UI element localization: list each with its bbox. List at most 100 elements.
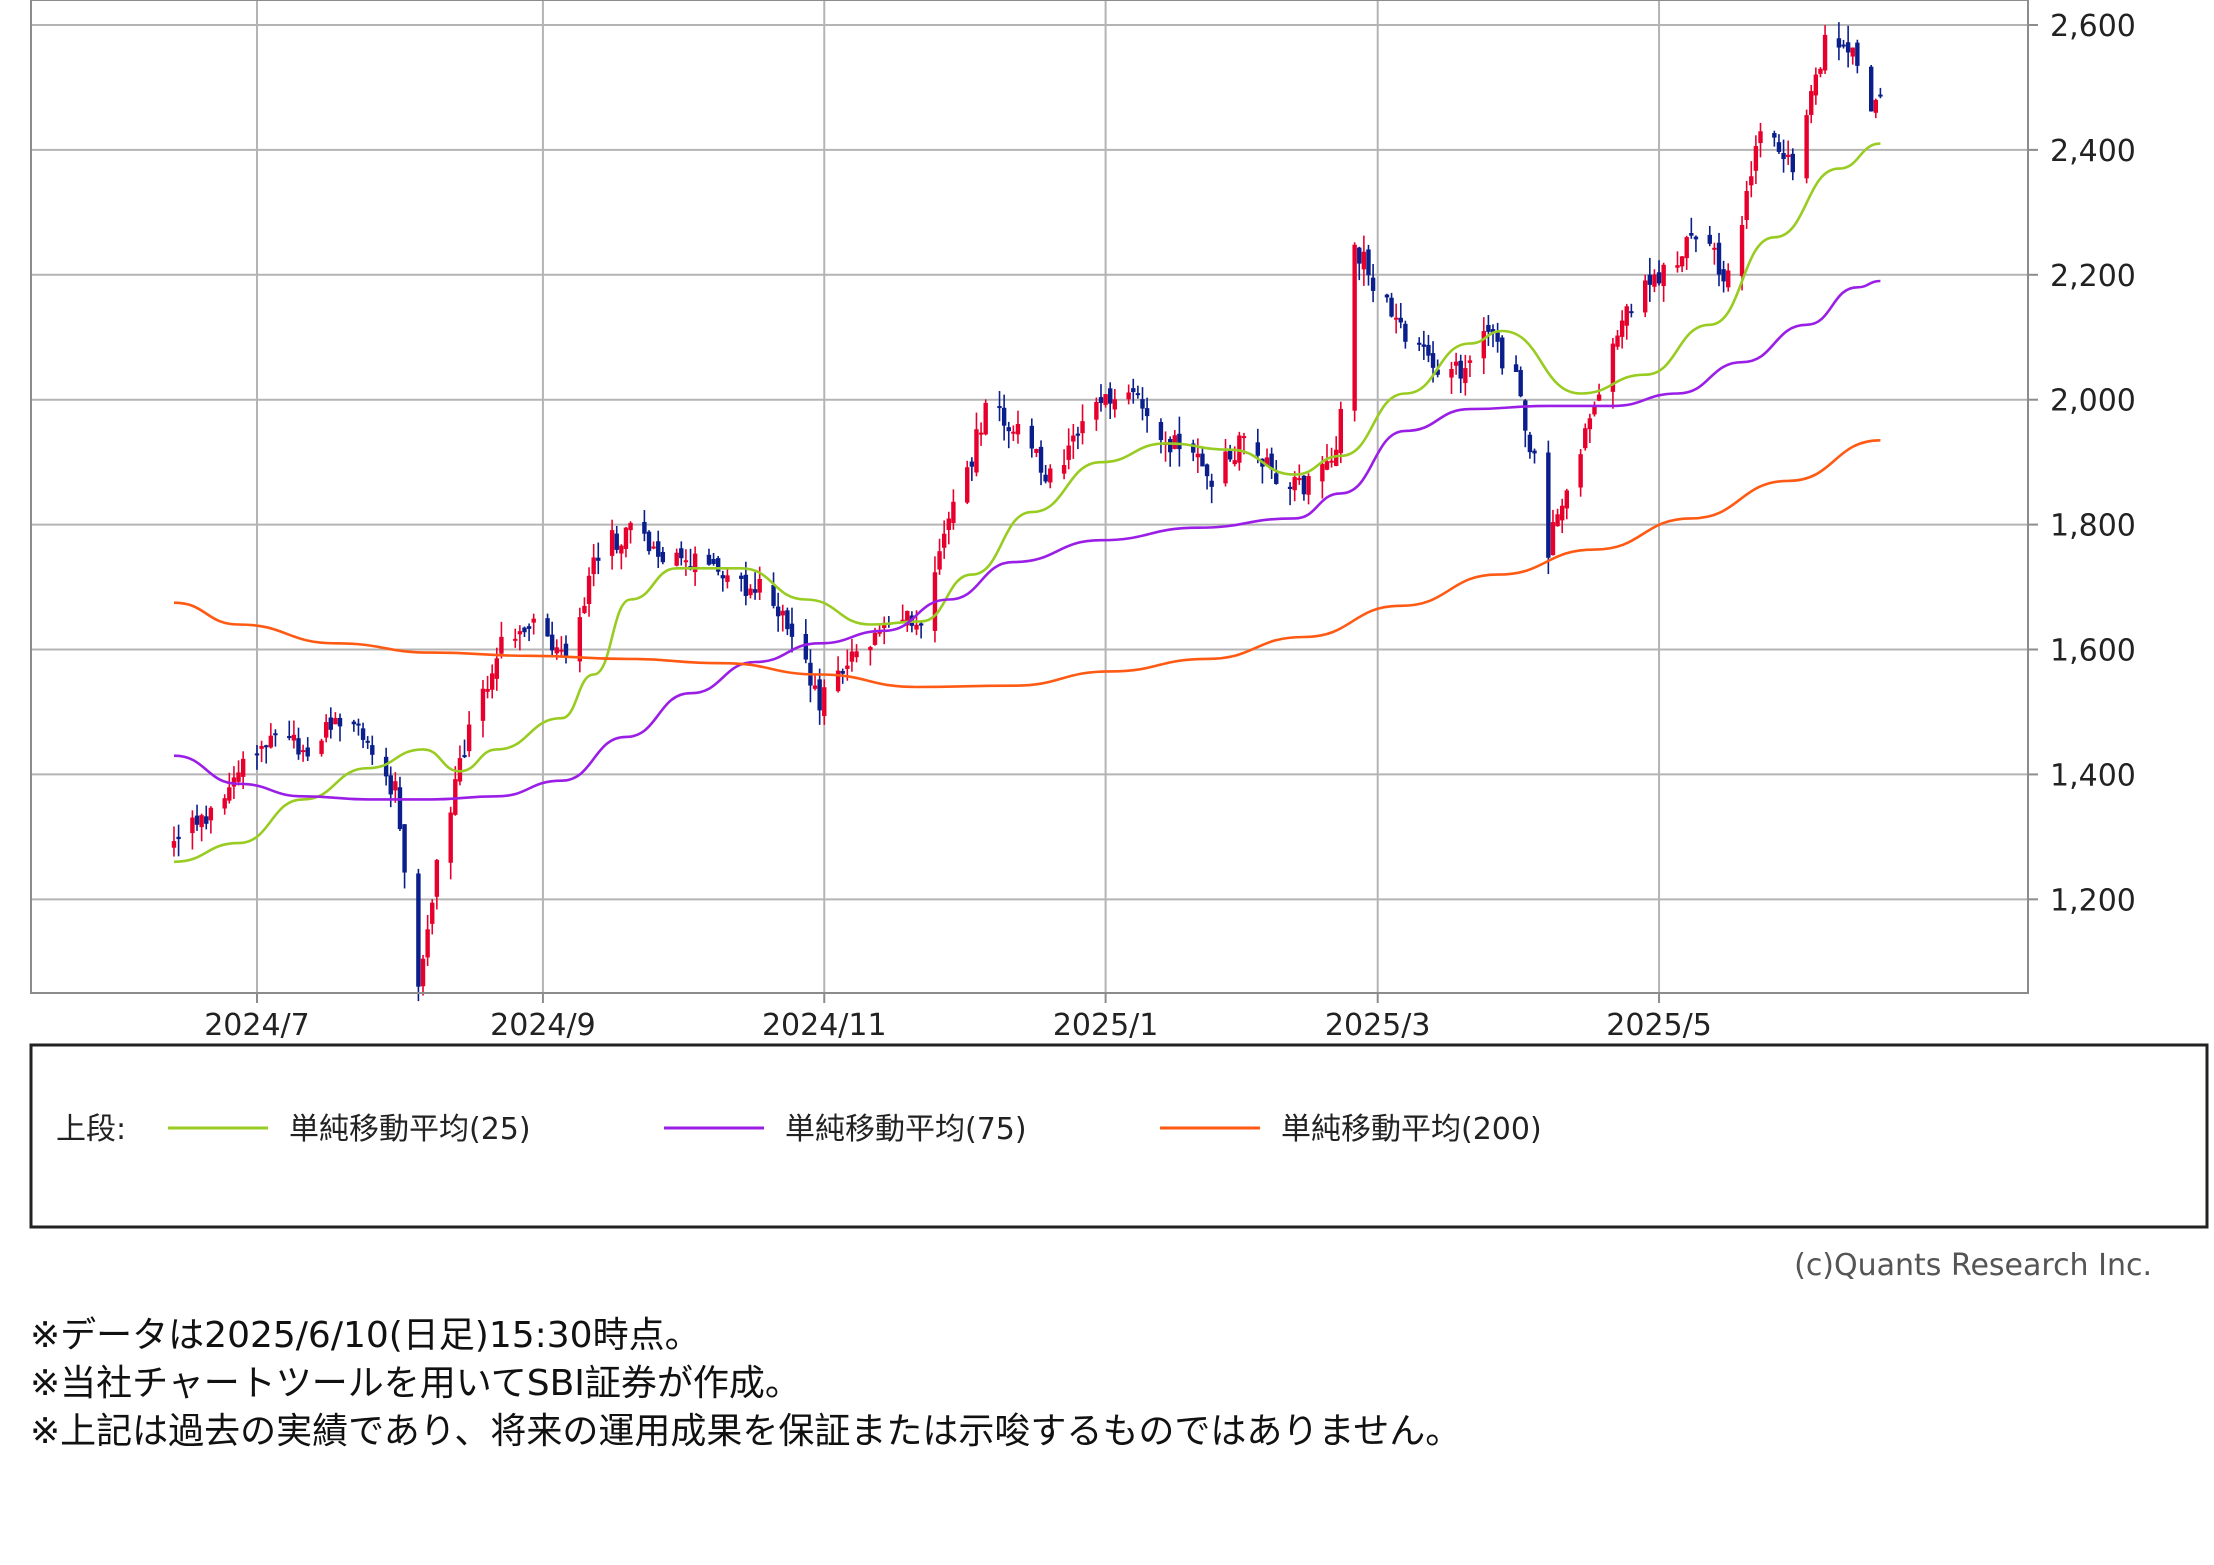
candle-body [1393,317,1399,320]
candle-body [1559,505,1565,521]
candle-body [1333,449,1339,466]
candle-body [1324,461,1330,470]
candle-body [171,841,177,848]
candle-body [1370,277,1376,291]
candle-body [351,721,357,725]
candle-body [679,548,684,559]
candle-body [1306,476,1311,495]
candle-body [300,750,306,753]
disclaimer-notes: ※データは2025/6/10(日足)15:30時点。 ※当社チャートツールを用い… [30,1312,1461,1456]
candle-body [1108,388,1113,404]
legend-prefix: 上段: [56,1112,126,1147]
candle-body [854,651,859,658]
candle-body [1712,247,1717,250]
candle-body [1809,91,1814,115]
candle-body [1776,142,1782,152]
candle-body [1583,428,1588,449]
candle-body [1500,337,1505,369]
candle-body [1094,401,1099,420]
candle-body [1481,331,1486,359]
candle-body [1223,451,1228,484]
candle-body [480,688,486,721]
candle-body [780,610,785,616]
candle-body [1785,154,1791,157]
candle-body [1269,453,1274,470]
candle-body [1011,431,1016,434]
candle-body [812,685,818,689]
candle-body [1135,393,1141,396]
candle-body [360,728,366,740]
candle-body [748,588,753,596]
y-tick-label: 1,800 [2050,509,2136,544]
candle-body [1398,317,1403,323]
candle-body [1098,397,1104,403]
stock-chart: 2,600 2,400 2,200 2,000 1,800 1,600 1,400 1,200… [29,0,2209,1229]
candle-body [877,631,882,634]
candle-body [1619,320,1625,337]
candle-body [1555,514,1560,527]
candle-body [1158,422,1164,441]
candle-body [619,545,624,554]
candle-body [1855,42,1860,66]
candle-body [775,606,781,617]
candle-body [194,815,200,825]
candle-body [1043,474,1048,482]
candle-body [1647,274,1653,285]
candle-body [176,836,181,840]
candle-body [466,724,472,752]
candle-body [905,610,910,626]
candle-body [683,560,689,563]
candle-body [1739,224,1745,276]
candle-body [965,467,970,503]
candle-body [1449,368,1454,378]
candle-body [319,740,324,754]
copyright-text: (c)Quants Research Inc. [1794,1248,2152,1283]
candle-body [1693,236,1699,240]
candle-body [1204,464,1210,477]
candle-body [328,717,333,730]
candle-body [1061,464,1067,474]
candle-body [1836,38,1842,48]
candle-body [434,859,440,897]
candle-body [849,651,855,662]
candle-body [457,758,463,782]
candle-body [1804,115,1809,179]
candle-body [1675,265,1680,268]
candle-body [190,817,195,834]
candle-body [526,626,532,629]
candle-body [591,557,596,575]
candle-body [402,824,407,873]
candle-body [1357,247,1362,264]
candle-body [642,521,647,534]
candle-body [951,501,956,523]
candle-body [835,670,841,692]
candle-body [1624,306,1629,326]
candle-body [1596,394,1602,401]
candle-body [383,756,389,777]
candle-body [918,623,924,626]
candle-body [222,798,227,809]
candle-body [1822,34,1828,71]
candle-body [1195,453,1201,458]
candle-body [1850,47,1855,57]
candle-body [513,638,518,641]
candle-body [596,557,601,561]
candle-body [273,733,278,736]
x-tick-label: 2024/11 [762,1008,887,1043]
candle-body [743,574,749,596]
candle-body [1126,392,1131,400]
candle-body [1781,153,1786,160]
candle-body [739,575,744,579]
candle-body [323,722,329,738]
candle-body [1167,439,1173,453]
candle-body [1366,249,1371,276]
candle-body [1352,244,1357,411]
candle-body [1679,256,1685,267]
candle-body [1716,242,1722,275]
x-tick-label: 2024/7 [204,1008,310,1043]
candle-body [420,958,426,987]
candle-body [1518,370,1523,397]
candle-body [559,649,564,652]
candle-body [448,812,453,863]
candle-body [490,673,495,690]
